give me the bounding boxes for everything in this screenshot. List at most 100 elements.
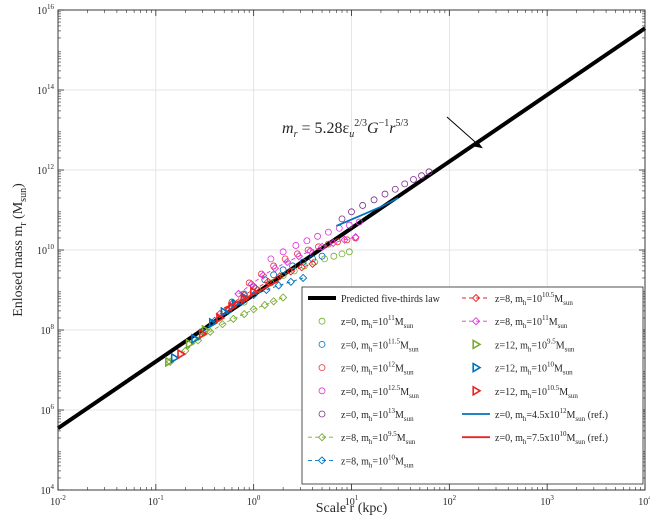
data-point [269,297,278,306]
data-point [198,328,209,340]
legend-item: z=12, mh=109.5Msun [472,337,575,353]
data-point [391,185,399,193]
data-point [329,238,338,248]
data-point [345,248,353,256]
legend-label: z=8, mh=1010Msun [341,453,414,469]
data-point [418,172,425,180]
y-tick-label: 1014 [37,83,55,97]
legend-label: z=12, mh=1010.5Msun [495,384,578,400]
data-point [324,228,332,236]
data-point [401,180,409,188]
legend-label: z=0, mh=1012.5Msun [341,384,419,400]
legend: Predicted five-thirds law z=0, mh=1011Msu… [301,286,644,485]
x-tick-label: 10-1 [148,494,164,508]
legend-label: z=0, mh=1012Msun [341,361,414,377]
legend-item: z=0, mh=1013Msun [318,407,414,423]
data-point [216,312,226,324]
data-point [315,243,322,251]
data-point [318,252,326,260]
data-point [348,208,355,216]
y-tick-label: 108 [41,323,55,337]
legend-swatch [318,410,326,418]
data-point [351,232,360,242]
legend-item: z=12, mh=1010.5Msun [472,384,578,400]
data-point [289,262,296,270]
legend-swatch [317,433,327,442]
data-point [251,284,260,293]
data-point [240,309,249,319]
data-point [208,317,219,329]
legend-item: z=0, mh=1011.5Msun [318,337,419,353]
legend-item: z=8, mh=1010Msun [308,453,414,469]
legend-label: z=0, mh=1013Msun [341,407,414,423]
data-point [338,250,346,258]
legend-item: z=0, mh=1012Msun [318,361,414,377]
data-point [290,267,298,275]
annotation-layer: mr = 5.28εu2/3G−1r5/3 [282,116,483,149]
data-point [298,273,308,283]
data-point [303,237,311,245]
y-tick-label: 1010 [37,243,55,257]
y-tick-label: 104 [41,483,55,497]
legend-label: z=8, mh=1010.5Msun [495,291,573,307]
data-point [275,272,284,281]
data-point [177,348,187,360]
data-point [317,242,327,251]
annotation-arrowhead [472,140,483,149]
data-point [259,271,268,280]
data-point [308,259,317,269]
x-tick-label: 103 [540,494,554,508]
legend-swatch [471,293,481,303]
data-point [340,235,349,244]
y-axis-label: Enlosed mass mr (Msun) [11,183,29,317]
x-tick-label: 10-2 [50,494,66,508]
series-5 [338,168,433,223]
data-point [263,277,273,286]
data-point [229,314,238,323]
data-point [330,252,338,260]
legend-swatch [318,387,326,395]
legend-item: z=0, mh=7.5x1010Msun (ref.) [462,430,608,446]
series-14 [223,279,280,310]
series-dashed-line [219,263,313,315]
data-point [286,267,296,276]
annotation-arrow-line [446,116,480,146]
legend-swatch [472,385,482,397]
legend-swatch [472,362,482,373]
x-tick-label: 100 [247,494,261,508]
legend-item: Predicted five-thirds law [308,294,441,305]
data-point [345,221,353,229]
legend-label: z=0, mh=1011Msun [341,314,414,330]
data-point [270,271,278,279]
legend-item: z=8, mh=1010.5Msun [462,291,573,307]
x-tick-label: 101 [345,494,359,508]
data-point [185,338,195,350]
data-point [281,255,289,263]
legend-label: z=8, mh=1011Msun [495,314,568,330]
y-tick-label: 1012 [37,163,55,177]
plot-frame [57,9,646,491]
series-line [223,279,280,310]
legend-swatch [318,340,326,348]
data-point [294,252,304,261]
x-tick-label: 104 [638,494,650,508]
legend-label: z=8, mh=109.5Msun [341,430,416,446]
legend-label: z=12, mh=1010Msun [495,361,573,377]
axis-label-layer: Scale r (kpc) Enlosed mass mr (Msun) [11,183,388,516]
data-point [267,255,275,263]
data-point [306,246,315,256]
legend-swatch [318,317,326,325]
data-point [355,218,363,226]
data-point [249,305,258,314]
data-point [334,238,341,246]
law-annotation: mr = 5.28εu2/3G−1r5/3 [282,118,408,140]
data-point [260,300,269,310]
data-point [410,176,417,183]
data-point [370,196,378,204]
y-tick-label: 106 [41,403,55,417]
data-point [314,232,321,240]
data-point [304,246,312,254]
legend-item: z=0, mh=4.5x1012Msun (ref.) [462,407,608,423]
data-point [240,293,250,305]
